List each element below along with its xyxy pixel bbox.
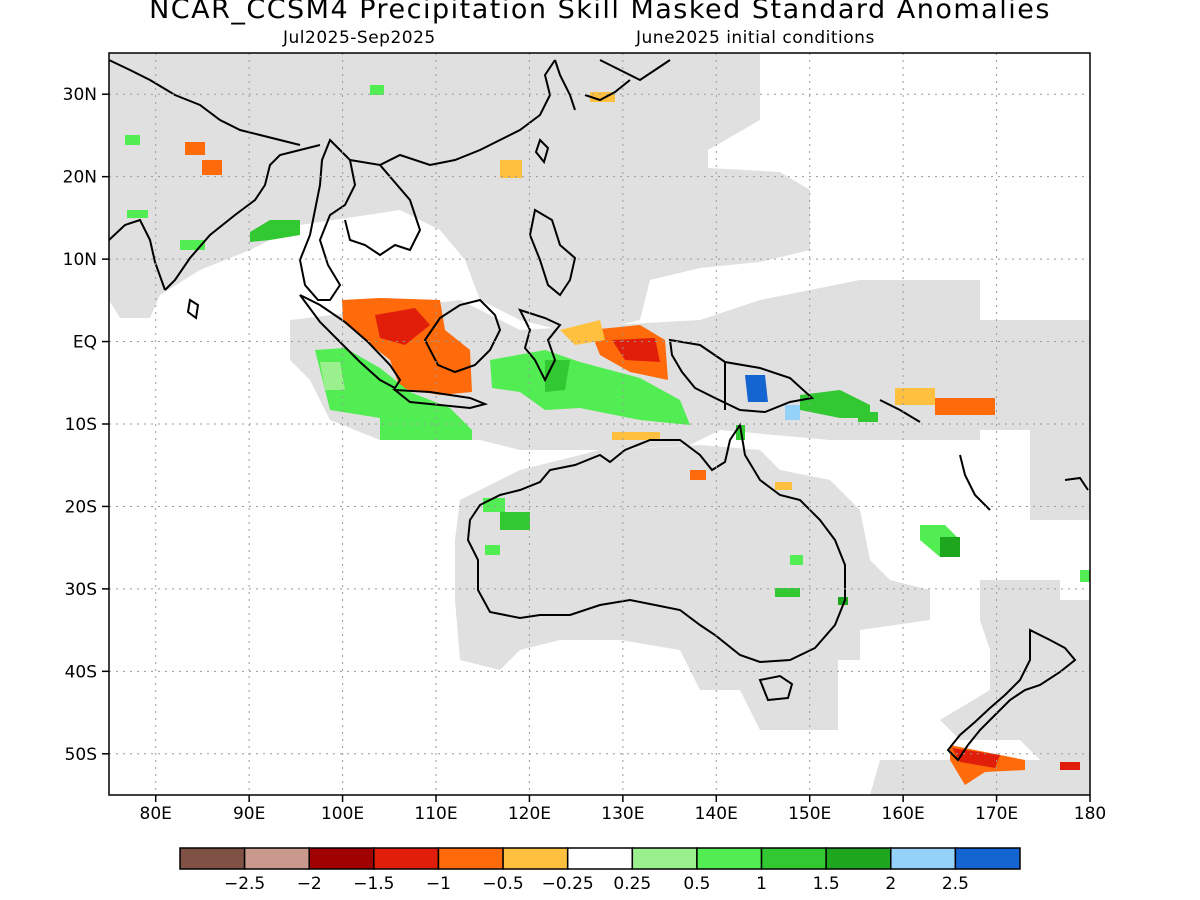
lat-tick-label: 20S [65, 497, 97, 517]
lon-tick-label: 100E [321, 804, 364, 824]
coastlines [108, 59, 1089, 762]
lon-tick-label: 140E [695, 804, 738, 824]
lon-tick-label: 170E [975, 804, 1018, 824]
colorbar-swatch [631, 847, 698, 870]
colorbar-swatch [760, 847, 827, 870]
colorbar [179, 847, 1021, 870]
colorbar-label: 2 [885, 874, 896, 894]
lat-tick-label: 30N [63, 85, 97, 105]
colorbar-swatch [696, 847, 763, 870]
lat-axis: 30N 20N 10N EQ 10S 20S 30S 40S 50S [63, 85, 109, 765]
colorbar-label: −2.5 [224, 874, 265, 894]
colorbar-label: −0.25 [542, 874, 594, 894]
colorbar-swatch [179, 847, 246, 870]
lon-tick-label: 120E [508, 804, 551, 824]
lon-tick-label: 130E [601, 804, 644, 824]
lat-tick-label: 10S [65, 415, 97, 435]
lon-axis: 80E 90E 100E 110E 120E 130E 140E 150E 160E 170E 18… [140, 795, 1106, 824]
colorbar-swatch [566, 847, 634, 870]
colorbar-labels: −2.5 −2 −1.5 −1 −0.5 −0.25 0.25 0.5 1 1.5 2 2.5 [224, 874, 969, 894]
colorbar-label: 2.5 [942, 874, 969, 894]
colorbar-swatch [825, 847, 892, 870]
colorbar-swatch [373, 847, 440, 870]
lon-tick-label: 160E [882, 804, 925, 824]
lat-tick-label: 10N [63, 250, 97, 270]
map-title: NCAR_CCSM4 Precipitation Skill Masked St… [149, 0, 1051, 25]
initial-conditions: June2025 initial conditions [636, 28, 875, 48]
lon-tick-label: 110E [414, 804, 457, 824]
lat-tick-label: 30S [65, 580, 97, 600]
lat-tick-label: 50S [65, 745, 97, 765]
colorbar-swatch [308, 847, 375, 870]
colorbar-label: 1 [756, 874, 767, 894]
colorbar-swatch [890, 847, 957, 870]
colorbar-label: −2 [297, 874, 322, 894]
lat-tick-label: EQ [73, 333, 97, 353]
skill-mask-layer [109, 53, 1090, 795]
lon-tick-label: 180 [1074, 804, 1106, 824]
colorbar-swatch [243, 847, 310, 870]
lat-tick-label: 20N [63, 168, 97, 188]
colorbar-label: −1.5 [353, 874, 394, 894]
colorbar-swatch [954, 847, 1021, 870]
lat-tick-label: 40S [65, 662, 97, 682]
gridlines [109, 53, 1090, 795]
colorbar-label: 0.25 [613, 874, 651, 894]
colorbar-label: −0.5 [482, 874, 523, 894]
colorbar-swatch [502, 847, 569, 870]
lon-tick-label: 90E [233, 804, 265, 824]
colorbar-label: −1 [426, 874, 451, 894]
lon-tick-label: 80E [140, 804, 172, 824]
valid-period: Jul2025-Sep2025 [283, 28, 436, 48]
colorbar-swatch [437, 847, 504, 870]
colorbar-label: 1.5 [813, 874, 840, 894]
colorbar-label: 0.5 [683, 874, 710, 894]
lon-tick-label: 150E [788, 804, 831, 824]
